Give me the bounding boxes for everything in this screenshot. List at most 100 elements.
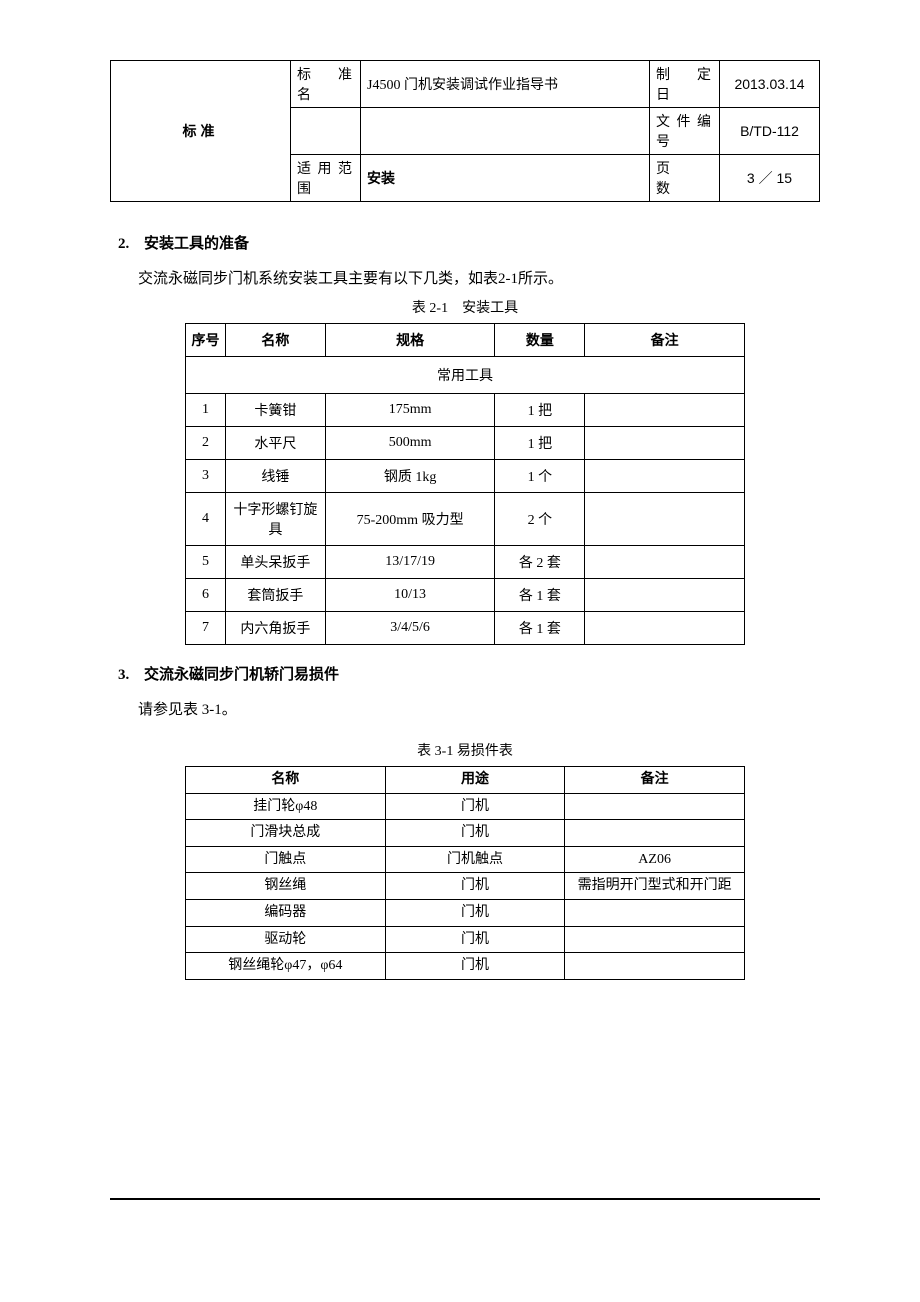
- tools-cell-remark: [585, 612, 745, 645]
- table-row: 编码器门机: [186, 899, 745, 926]
- parts-cell-use: 门机: [385, 953, 565, 980]
- tools-cell-qty: 1 把: [495, 427, 585, 460]
- tools-cell-remark: [585, 546, 745, 579]
- tools-subhead: 常用工具: [186, 357, 745, 394]
- section2-num: 2.: [118, 236, 144, 253]
- section3-num: 3.: [118, 667, 144, 684]
- tools-cell-qty: 各 1 套: [495, 579, 585, 612]
- parts-cell-name: 编码器: [186, 899, 386, 926]
- header-page-label: 页 数: [650, 155, 720, 202]
- tools-cell-spec: 13/17/19: [325, 546, 495, 579]
- tools-cell-remark: [585, 394, 745, 427]
- parts-th-use: 用途: [385, 767, 565, 794]
- tools-cell-seq: 2: [186, 427, 226, 460]
- section2-title-text: 安装工具的准备: [144, 235, 249, 252]
- section2-title: 2.安装工具的准备: [118, 232, 820, 253]
- tools-cell-spec: 175mm: [325, 394, 495, 427]
- parts-cell-name: 门滑块总成: [186, 820, 386, 847]
- tools-cell-qty: 各 1 套: [495, 612, 585, 645]
- parts-th-name: 名称: [186, 767, 386, 794]
- header-date-value: 2013.03.14: [720, 61, 820, 108]
- table-row: 驱动轮门机: [186, 926, 745, 953]
- parts-table: 名称 用途 备注 挂门轮φ48门机门滑块总成门机门触点门机触点AZ06钢丝绳门机…: [185, 766, 745, 980]
- tools-cell-remark: [585, 427, 745, 460]
- tools-cell-name: 单头呆扳手: [225, 546, 325, 579]
- table-row: 钢丝绳轮φ47，φ64门机: [186, 953, 745, 980]
- table-row: 门触点门机触点AZ06: [186, 846, 745, 873]
- tools-th-remark: 备注: [585, 324, 745, 357]
- header-page-value: 3 ／ 15: [720, 155, 820, 202]
- parts-cell-name: 挂门轮φ48: [186, 793, 386, 820]
- header-table: 标准 标 准 名 J4500 门机安装调试作业指导书 制 定 日 2013.03…: [110, 60, 820, 202]
- tools-cell-qty: 1 把: [495, 394, 585, 427]
- parts-cell-name: 门触点: [186, 846, 386, 873]
- section2-intro: 交流永磁同步门机系统安装工具主要有以下几类，如表2-1所示。: [138, 267, 820, 291]
- tools-th-seq: 序号: [186, 324, 226, 357]
- tools-cell-spec: 3/4/5/6: [325, 612, 495, 645]
- parts-cell-remark: 需指明开门型式和开门距: [565, 873, 745, 900]
- header-empty-value: [361, 108, 650, 155]
- parts-cell-use: 门机触点: [385, 846, 565, 873]
- parts-cell-remark: [565, 899, 745, 926]
- tools-cell-qty: 各 2 套: [495, 546, 585, 579]
- tools-cell-remark: [585, 493, 745, 546]
- tools-cell-spec: 75-200mm 吸力型: [325, 493, 495, 546]
- table-row: 5单头呆扳手13/17/19各 2 套: [186, 546, 745, 579]
- table-row: 挂门轮φ48门机: [186, 793, 745, 820]
- header-name-value: J4500 门机安装调试作业指导书: [361, 61, 650, 108]
- table-row: 3线锤钢质 1kg1 个: [186, 460, 745, 493]
- table-2-1-caption: 表 2-1 安装工具: [110, 297, 820, 317]
- table-row: 钢丝绳门机需指明开门型式和开门距: [186, 873, 745, 900]
- parts-cell-use: 门机: [385, 926, 565, 953]
- parts-cell-name: 驱动轮: [186, 926, 386, 953]
- table-3-1-caption: 表 3-1 易损件表: [110, 740, 820, 760]
- parts-cell-name: 钢丝绳: [186, 873, 386, 900]
- tools-cell-spec: 10/13: [325, 579, 495, 612]
- table-row: 6套筒扳手10/13各 1 套: [186, 579, 745, 612]
- parts-cell-use: 门机: [385, 793, 565, 820]
- tools-th-name: 名称: [225, 324, 325, 357]
- tools-subhead-row: 常用工具: [186, 357, 745, 394]
- tools-cell-remark: [585, 579, 745, 612]
- parts-table-header-row: 名称 用途 备注: [186, 767, 745, 794]
- parts-cell-use: 门机: [385, 899, 565, 926]
- tools-cell-seq: 6: [186, 579, 226, 612]
- parts-cell-use: 门机: [385, 820, 565, 847]
- tools-th-qty: 数量: [495, 324, 585, 357]
- tools-cell-name: 套筒扳手: [225, 579, 325, 612]
- parts-cell-remark: AZ06: [565, 846, 745, 873]
- section3-title-text: 交流永磁同步门机轿门易损件: [144, 666, 339, 683]
- tools-cell-name: 线锤: [225, 460, 325, 493]
- tools-cell-spec: 钢质 1kg: [325, 460, 495, 493]
- section3-intro: 请参见表 3-1。: [138, 698, 820, 722]
- header-empty-label: [291, 108, 361, 155]
- table-row: 1卡簧钳175mm1 把: [186, 394, 745, 427]
- tools-table-header-row: 序号 名称 规格 数量 备注: [186, 324, 745, 357]
- header-name-label: 标 准 名: [291, 61, 361, 108]
- tools-cell-qty: 1 个: [495, 460, 585, 493]
- table-row: 门滑块总成门机: [186, 820, 745, 847]
- table-row: 7内六角扳手3/4/5/6各 1 套: [186, 612, 745, 645]
- header-date-label: 制 定 日: [650, 61, 720, 108]
- parts-cell-remark: [565, 926, 745, 953]
- tools-cell-seq: 4: [186, 493, 226, 546]
- content-area: 2.安装工具的准备 交流永磁同步门机系统安装工具主要有以下几类，如表2-1所示。…: [110, 232, 820, 980]
- header-scope-value: 安装: [361, 155, 650, 202]
- parts-cell-name: 钢丝绳轮φ47，φ64: [186, 953, 386, 980]
- parts-cell-remark: [565, 820, 745, 847]
- tools-cell-qty: 2 个: [495, 493, 585, 546]
- header-left-title: 标准: [111, 61, 291, 202]
- tools-cell-remark: [585, 460, 745, 493]
- header-scope-label: 适用范围: [291, 155, 361, 202]
- parts-cell-remark: [565, 793, 745, 820]
- table-row: 4十字形螺钉旋具75-200mm 吸力型2 个: [186, 493, 745, 546]
- header-docnum-value: B/TD-112: [720, 108, 820, 155]
- tools-cell-seq: 5: [186, 546, 226, 579]
- parts-th-remark: 备注: [565, 767, 745, 794]
- tools-cell-seq: 1: [186, 394, 226, 427]
- tools-table: 序号 名称 规格 数量 备注 常用工具 1卡簧钳175mm1 把2水平尺500m…: [185, 323, 745, 645]
- tools-cell-name: 十字形螺钉旋具: [225, 493, 325, 546]
- section3-title: 3.交流永磁同步门机轿门易损件: [118, 663, 820, 684]
- tools-cell-seq: 3: [186, 460, 226, 493]
- footer-line: [110, 1198, 820, 1200]
